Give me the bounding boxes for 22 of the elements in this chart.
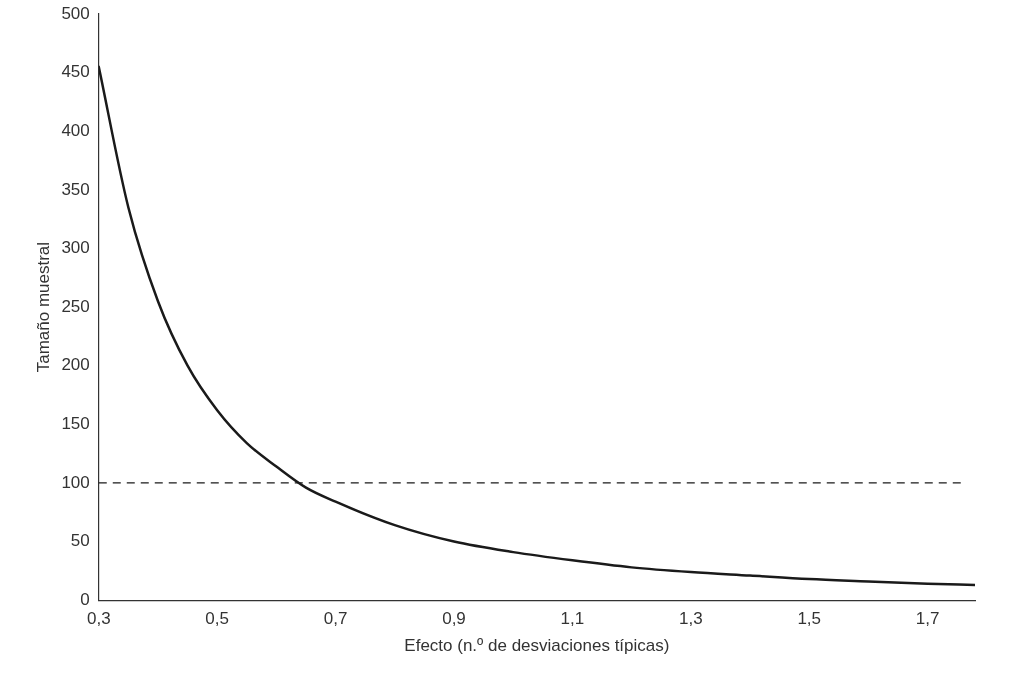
y-axis-title: Tamaño muestral [33, 241, 53, 373]
x-tick-label: 1,3 [678, 609, 703, 629]
x-tick-label: 0,5 [205, 609, 229, 629]
x-tick-label: 1,1 [560, 609, 585, 629]
y-tick-label: 50 [70, 531, 90, 551]
y-tick-label: 150 [61, 414, 90, 434]
y-tick-label: 300 [61, 238, 90, 258]
y-tick-label: 350 [61, 179, 90, 199]
y-tick-label: 400 [61, 120, 90, 140]
x-axis-title: Efecto (n.º de desviaciones típicas) [404, 636, 670, 656]
y-tick-label: 500 [61, 3, 90, 23]
x-tick-label: 1,5 [797, 609, 822, 629]
y-tick-label: 0 [80, 589, 90, 609]
x-tick-label: 0,3 [86, 609, 111, 629]
x-tick-label: 0,7 [323, 609, 348, 629]
x-tick-label: 1,7 [915, 609, 940, 629]
line-series [98, 65, 975, 587]
x-tick-label: 0,9 [442, 609, 466, 629]
y-tick-label: 200 [61, 355, 90, 375]
y-tick-label: 250 [61, 296, 90, 316]
y-tick-label: 100 [61, 472, 90, 492]
y-tick-label: 450 [61, 62, 90, 82]
